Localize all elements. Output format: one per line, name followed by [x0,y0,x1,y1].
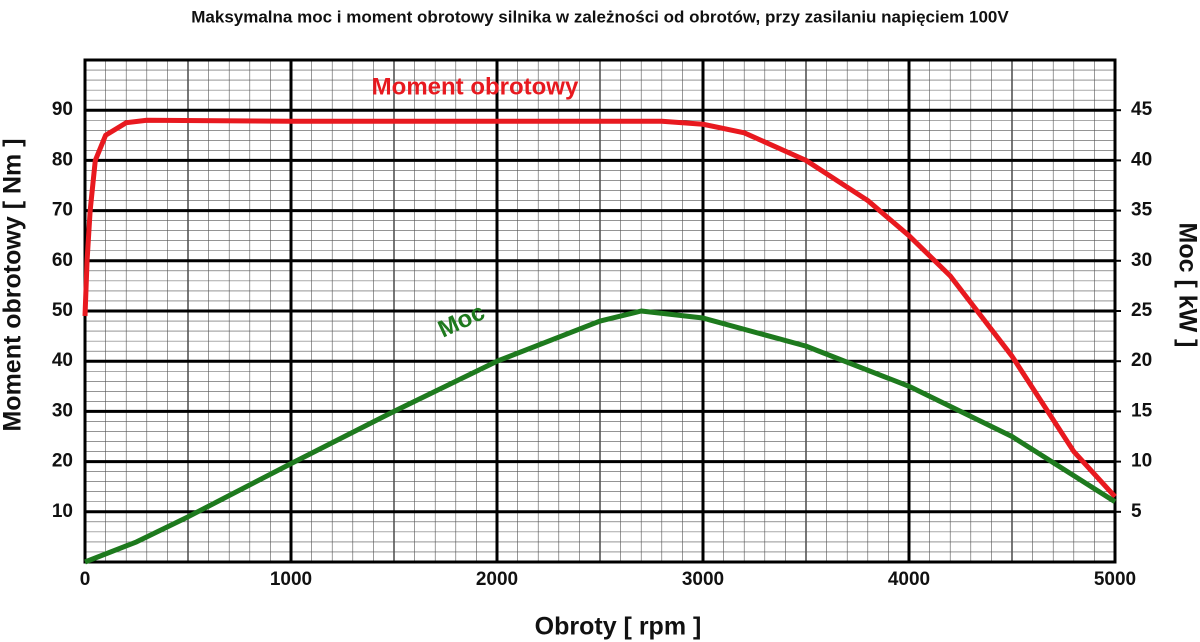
y2-tick-label: 30 [1131,250,1152,271]
y2-tick-label: 5 [1131,501,1142,522]
y2-tick-label: 15 [1131,400,1153,421]
series-label: Moc [434,299,489,344]
y2-tick-label: 20 [1131,350,1152,371]
y-tick-label: 20 [52,451,73,472]
y-axis-label: Moment obrotowy [ Nm ] [0,138,27,431]
line-series [82,117,1117,499]
x-tick-label: 1000 [270,569,312,590]
y2-tick-label: 40 [1131,149,1152,170]
y-tick-label: 50 [52,300,73,321]
y-tick-label: 80 [52,149,73,170]
x-tick-label: 3000 [682,569,724,590]
y2-tick-label: 45 [1131,99,1153,120]
y2-axis-label: Moc [ kW ] [1173,223,1200,348]
x-tick-label: 2000 [476,569,518,590]
y-tick-label: 30 [52,400,73,421]
x-axis-label: Obroty [ rpm ] [535,613,702,641]
series-label: Moment obrotowy [372,73,579,100]
y2-tick-label: 25 [1131,300,1153,321]
x-tick-label: 0 [80,569,91,590]
y-tick-label: 60 [52,250,73,271]
y-tick-label: 10 [52,501,73,522]
chart-title: Maksymalna moc i moment obrotowy silnika… [191,7,1009,26]
y-tick-label: 70 [52,200,73,221]
x-tick-label: 4000 [888,569,930,590]
y2-tick-label: 35 [1131,200,1153,221]
line-series [84,308,1117,565]
y2-tick-label: 10 [1131,451,1152,472]
x-tick-label: 5000 [1094,569,1136,590]
y-tick-label: 90 [52,99,73,120]
y-tick-label: 40 [52,350,73,371]
